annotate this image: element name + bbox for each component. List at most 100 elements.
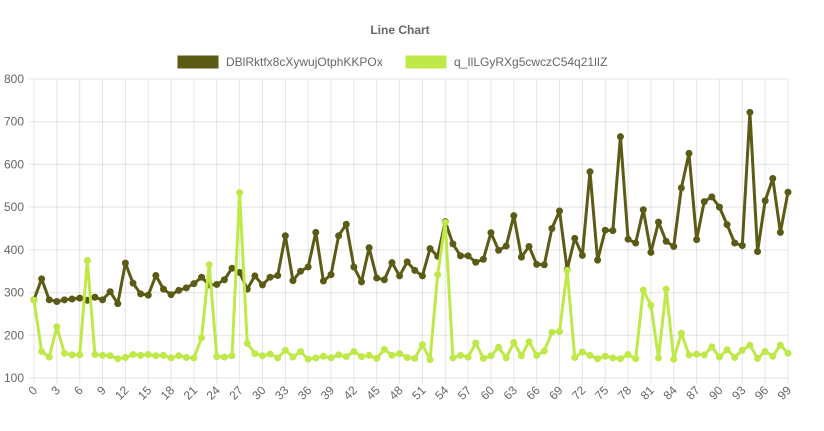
data-point — [715, 353, 723, 361]
data-point — [487, 229, 495, 237]
x-tick-label: 87 — [683, 383, 703, 403]
data-point — [616, 133, 624, 141]
data-point — [182, 353, 190, 361]
data-point — [342, 353, 350, 361]
data-point — [38, 348, 46, 356]
data-point — [533, 260, 541, 268]
data-point — [548, 225, 556, 232]
data-point — [700, 198, 708, 206]
x-tick-label: 81 — [638, 383, 658, 403]
legend-item-2[interactable]: q_IlLGyRXg5cwczC54q21lIZ — [405, 55, 607, 69]
data-point — [441, 219, 449, 227]
data-point — [540, 347, 548, 355]
data-point — [403, 258, 411, 266]
data-point — [472, 339, 480, 347]
data-point — [205, 261, 213, 269]
series-line — [32, 191, 790, 362]
data-point — [457, 351, 465, 359]
legend-item-1[interactable]: DBlRktfx8cXywujOtphKKPOx — [177, 55, 383, 69]
data-point — [700, 351, 708, 359]
data-point — [487, 352, 495, 360]
data-point — [563, 266, 571, 274]
data-point — [68, 351, 76, 359]
series-1 — [30, 108, 792, 308]
data-point — [45, 296, 53, 304]
data-point — [167, 291, 175, 299]
data-point — [411, 266, 419, 274]
x-tick-label: 78 — [615, 383, 635, 403]
x-tick-label: 18 — [158, 383, 178, 403]
x-tick-label: 75 — [592, 383, 612, 403]
data-point — [396, 350, 404, 358]
legend[interactable]: DBlRktfx8cXywujOtphKKPOx q_IlLGyRXg5cwczC… — [177, 55, 607, 69]
data-point — [533, 351, 541, 359]
data-point — [327, 271, 335, 279]
x-tick-label: 12 — [112, 383, 132, 403]
data-point — [472, 258, 480, 266]
data-point — [380, 276, 388, 284]
series-2 — [30, 189, 792, 364]
data-point — [129, 279, 137, 287]
data-point — [525, 242, 533, 250]
data-point — [639, 206, 647, 214]
data-point — [289, 353, 297, 361]
x-tick-label: 84 — [661, 383, 681, 403]
data-point — [121, 259, 129, 267]
x-tick-label: 27 — [226, 383, 246, 403]
data-point — [723, 346, 731, 354]
data-point — [594, 355, 602, 363]
data-point — [464, 353, 472, 361]
data-point — [754, 354, 762, 362]
data-point — [91, 293, 99, 301]
data-point — [312, 228, 320, 236]
data-point — [685, 351, 693, 359]
data-point — [693, 236, 701, 244]
data-point — [723, 221, 731, 229]
data-point — [251, 350, 259, 358]
x-tick-label: 93 — [729, 383, 749, 403]
x-tick-label: 69 — [546, 383, 566, 403]
x-tick-label: 60 — [478, 383, 498, 403]
x-tick-label: 30 — [249, 383, 269, 403]
data-point — [517, 253, 525, 261]
data-point — [144, 351, 152, 359]
data-point — [761, 348, 769, 356]
data-point — [746, 341, 754, 349]
data-point — [258, 352, 266, 360]
data-point — [220, 353, 228, 361]
data-point — [457, 252, 465, 260]
data-point — [83, 257, 91, 265]
data-point — [137, 351, 145, 359]
data-point — [731, 239, 739, 247]
data-point — [274, 271, 282, 279]
x-tick-label: 90 — [706, 383, 726, 403]
data-point — [220, 276, 228, 284]
y-axis: 100 200 300 400 500 600 700 800 — [4, 72, 24, 385]
data-point — [601, 226, 609, 234]
data-point — [357, 278, 365, 286]
data-point — [479, 255, 487, 263]
data-point — [601, 352, 609, 360]
data-point — [731, 353, 739, 361]
data-point — [510, 212, 518, 220]
x-tick-label: 33 — [272, 383, 292, 403]
x-tick-label: 6 — [71, 383, 86, 398]
data-point — [304, 263, 312, 271]
data-point — [243, 339, 251, 347]
data-point — [297, 348, 305, 356]
data-point — [198, 273, 206, 281]
data-point — [495, 343, 503, 351]
data-point — [670, 242, 678, 250]
data-point — [266, 273, 274, 281]
data-point — [76, 351, 84, 359]
data-point — [502, 354, 510, 362]
data-point — [60, 349, 68, 357]
data-point — [479, 354, 487, 362]
x-tick-label: 57 — [455, 383, 475, 403]
data-point — [708, 193, 716, 201]
data-point — [586, 351, 594, 359]
data-point — [319, 277, 327, 285]
data-point — [738, 346, 746, 354]
